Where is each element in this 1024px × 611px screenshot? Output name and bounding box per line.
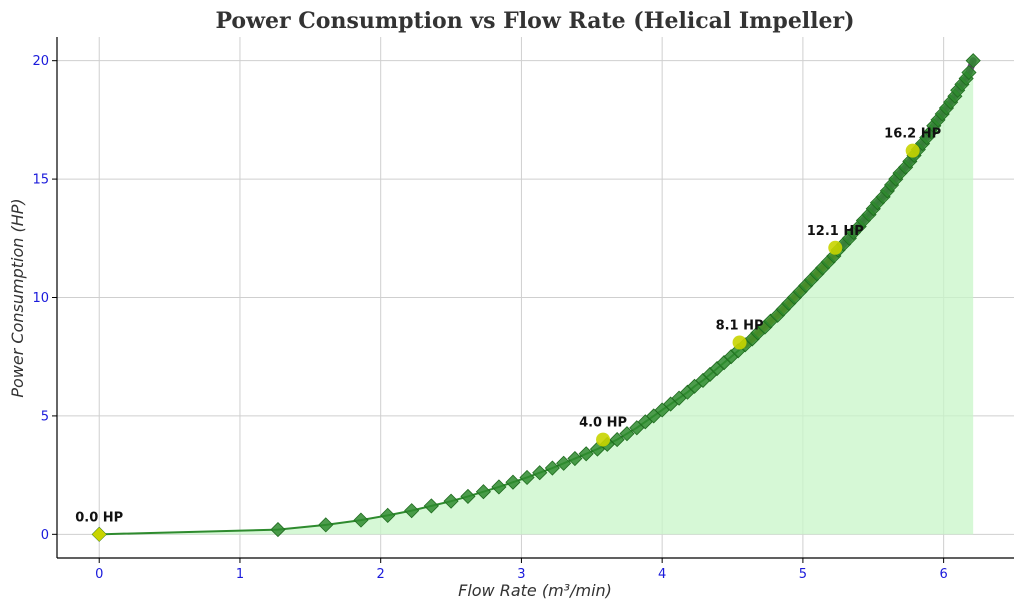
annotations: 0.0 HP 4.0 HP 8.1 HP 12.1 HP 16.2 HP [75,127,941,526]
data-point-marker [609,432,625,448]
x-tick-label: 6 [939,567,947,582]
data-point-marker [961,64,977,81]
data-point-marker [519,469,535,486]
annotation-label: 4.0 HP [579,416,627,431]
x-tick-label: 5 [799,567,807,582]
x-tick-label: 4 [658,567,666,582]
y-tick-label: 5 [41,409,49,424]
data-point-marker [404,503,420,519]
area-fill [99,60,974,535]
data-point-marker [270,522,286,538]
annotation-label: 12.1 HP [807,224,864,239]
data-point-marker [443,493,459,509]
series-markers [91,53,981,542]
x-tick-label: 3 [517,567,525,582]
data-point-marker [578,446,594,462]
y-tick-label: 0 [41,528,49,543]
data-point-marker [532,465,548,481]
data-point-marker [619,426,635,442]
highlight-point [732,335,747,350]
data-point-marker [567,450,583,467]
y-tick-label: 20 [32,54,49,69]
y-tick-label: 15 [32,173,49,188]
data-point-marker [353,512,369,528]
x-tick-label: 0 [95,567,103,582]
annotation-label: 8.1 HP [716,318,764,333]
data-point-marker [460,488,476,504]
data-point-marker [965,53,981,69]
highlight-points [92,143,920,542]
data-point-marker [475,484,491,500]
annotation-label: 0.0 HP [75,510,123,525]
y-tick-label: 10 [32,291,49,306]
highlight-point [596,432,611,447]
chart-title: Power Consumption vs Flow Rate (Helical … [215,8,854,34]
data-point-marker [423,498,439,514]
data-point-marker [505,474,521,490]
highlight-point [905,143,920,158]
annotation-label: 16.2 HP [884,127,941,142]
highlight-point [828,240,843,255]
highlight-point [92,527,107,542]
x-axis-label: Flow Rate (m³/min) [458,581,612,600]
data-point-marker [491,479,507,495]
ticks: 0 1 2 3 4 5 6 0 5 10 15 20 [32,54,947,582]
x-tick-label: 2 [377,567,385,582]
data-point-marker [318,517,334,533]
x-tick-label: 1 [236,567,244,582]
data-point-marker [544,460,560,476]
y-axis-label: Power Consumption (HP) [8,198,27,397]
data-point-marker [556,455,572,471]
area-fill-shape [99,60,974,535]
data-point-marker [380,507,396,523]
